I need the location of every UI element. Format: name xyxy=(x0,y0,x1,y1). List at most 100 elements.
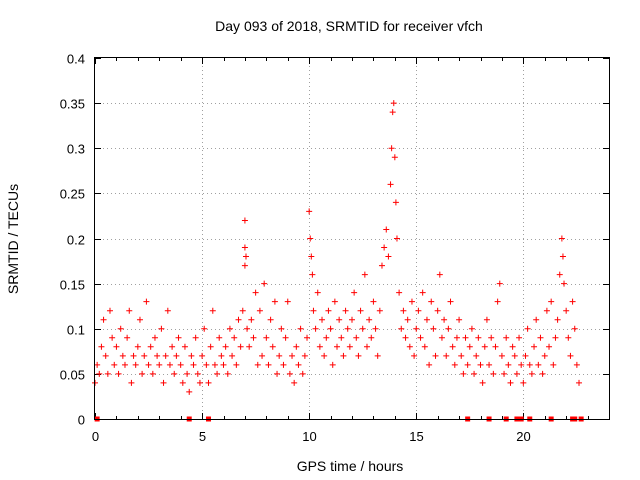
data-point xyxy=(309,271,316,278)
data-point xyxy=(246,343,253,350)
data-point xyxy=(141,352,148,359)
data-point xyxy=(342,307,349,314)
grid-lines xyxy=(95,58,609,419)
data-point xyxy=(181,343,188,350)
data-point xyxy=(400,307,407,314)
data-point xyxy=(531,343,538,350)
data-point xyxy=(434,307,441,314)
data-point xyxy=(175,334,182,341)
data-point xyxy=(100,316,107,323)
y-tick-label: 0.1 xyxy=(67,323,85,338)
data-point xyxy=(511,352,518,359)
data-point xyxy=(156,361,163,368)
data-point xyxy=(201,325,208,332)
data-point xyxy=(398,325,405,332)
data-point xyxy=(541,352,548,359)
data-point xyxy=(214,370,221,377)
data-point xyxy=(430,325,437,332)
y-axis-label: SRMTID / TECUs xyxy=(5,184,21,294)
data-point xyxy=(436,271,443,278)
data-point xyxy=(392,199,399,206)
data-point xyxy=(242,253,249,260)
data-point xyxy=(130,352,137,359)
data-point xyxy=(481,343,488,350)
plot-frame xyxy=(94,57,610,420)
data-point xyxy=(421,343,428,350)
data-point xyxy=(104,370,111,377)
x-tick-label: 10 xyxy=(302,429,316,444)
data-point xyxy=(248,316,255,323)
data-point xyxy=(548,298,555,305)
data-point xyxy=(286,370,293,377)
data-point xyxy=(117,325,124,332)
data-point xyxy=(372,325,379,332)
data-point xyxy=(554,316,561,323)
data-point xyxy=(218,352,225,359)
data-point xyxy=(411,352,418,359)
data-point xyxy=(460,370,467,377)
data-point xyxy=(573,361,580,368)
data-point xyxy=(543,307,550,314)
data-point xyxy=(383,226,390,233)
data-point xyxy=(310,307,317,314)
data-point xyxy=(492,343,499,350)
data-point xyxy=(241,244,248,251)
data-point xyxy=(336,316,343,323)
data-point xyxy=(192,334,199,341)
data-point xyxy=(443,352,450,359)
data-point xyxy=(535,361,542,368)
data-point xyxy=(151,334,158,341)
data-point xyxy=(334,343,341,350)
data-point xyxy=(235,316,242,323)
data-point xyxy=(528,370,535,377)
data-point xyxy=(522,352,529,359)
data-point xyxy=(389,109,396,116)
data-point xyxy=(295,361,302,368)
data-point xyxy=(184,370,191,377)
data-point xyxy=(226,325,233,332)
data-point xyxy=(271,298,278,305)
data-point xyxy=(166,361,173,368)
data-point xyxy=(498,352,505,359)
data-point xyxy=(355,352,362,359)
data-point xyxy=(385,253,392,260)
data-point xyxy=(96,370,103,377)
data-point xyxy=(188,352,195,359)
data-point xyxy=(94,361,101,368)
data-point xyxy=(496,280,503,287)
data-point xyxy=(207,343,214,350)
data-point xyxy=(149,370,156,377)
chart-title: Day 093 of 2018, SRMTID for receiver vfc… xyxy=(215,18,483,34)
data-point xyxy=(98,343,105,350)
data-point xyxy=(211,361,218,368)
y-tick-label: 0.4 xyxy=(67,52,85,67)
data-point xyxy=(406,343,413,350)
data-point xyxy=(121,361,128,368)
data-point xyxy=(224,370,231,377)
data-point xyxy=(160,379,167,386)
data-point xyxy=(196,379,203,386)
data-point xyxy=(113,343,120,350)
data-point xyxy=(505,361,512,368)
data-point xyxy=(115,370,122,377)
y-tick-labels: 0 0.05 0.1 0.15 0.2 0.25 0.3 0.35 0.4 xyxy=(60,52,85,428)
data-point xyxy=(494,298,501,305)
data-point xyxy=(539,370,546,377)
data-point xyxy=(128,379,135,386)
data-point xyxy=(220,361,227,368)
data-point xyxy=(376,307,383,314)
data-point xyxy=(233,361,240,368)
data-point xyxy=(289,352,296,359)
data-point xyxy=(507,379,514,386)
data-point xyxy=(177,361,184,368)
data-point xyxy=(561,280,568,287)
data-point xyxy=(222,343,229,350)
data-point xyxy=(301,352,308,359)
data-point xyxy=(509,343,516,350)
data-point xyxy=(237,343,244,350)
data-point xyxy=(306,208,313,215)
data-point xyxy=(571,325,578,332)
data-point xyxy=(513,370,520,377)
data-point xyxy=(378,262,385,269)
data-point xyxy=(239,307,246,314)
